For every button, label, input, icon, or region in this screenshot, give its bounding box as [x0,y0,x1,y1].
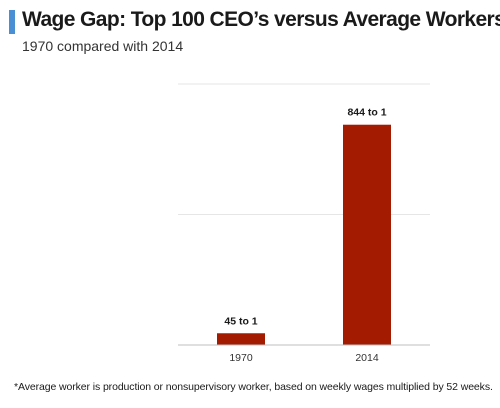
data-label-1970: 45 to 1 [224,315,257,327]
chart-title: Wage Gap: Top 100 CEO’s versus Average W… [22,8,500,31]
bar-1970 [217,333,265,345]
footnote: *Average worker is production or nonsupe… [14,381,493,393]
bars [217,124,391,345]
chart-subtitle: 1970 compared with 2014 [22,38,184,54]
title-accent-bar [9,10,15,34]
bar-2014 [343,124,391,345]
x-tick-2014: 2014 [355,352,379,364]
x-tick-labels: 1970 2014 [229,352,379,364]
data-labels: 45 to 1 844 to 1 [224,107,386,328]
x-tick-1970: 1970 [229,352,253,364]
data-label-2014: 844 to 1 [347,107,386,119]
gridlines [178,83,430,215]
